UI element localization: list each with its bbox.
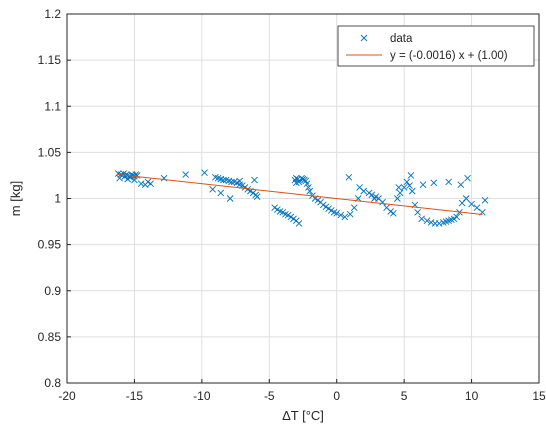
- data-point: [396, 189, 404, 197]
- data-point: [253, 193, 261, 200]
- x-tick-label: -20: [58, 389, 76, 403]
- y-tick-label: 0.85: [38, 330, 62, 344]
- plot-frame: [66, 13, 540, 384]
- data-point: [295, 220, 303, 227]
- y-tick-label: 1.15: [38, 53, 62, 67]
- data-point: [445, 178, 452, 186]
- x-tick-label: 15: [532, 389, 546, 403]
- y-tick-label: 1.05: [38, 145, 62, 159]
- x-tick-label: 5: [401, 389, 408, 403]
- data-point: [133, 172, 141, 179]
- data-point: [303, 180, 311, 188]
- data-point: [346, 210, 354, 218]
- legend-label-fit: y = (-0.0016) x + (1.00): [390, 50, 508, 62]
- data-point: [400, 184, 408, 191]
- data-point: [418, 215, 425, 223]
- x-tick-label: 10: [465, 389, 479, 403]
- data-point: [462, 195, 470, 202]
- data-point: [453, 213, 461, 221]
- legend-marker-data: [360, 34, 368, 42]
- data-point: [226, 195, 234, 202]
- data-point: [345, 173, 353, 181]
- legend-label-data: data: [390, 33, 413, 45]
- data-point: [427, 219, 435, 226]
- data-point: [457, 181, 465, 188]
- data-point: [147, 180, 154, 188]
- data-point: [228, 178, 235, 186]
- data-point: [481, 197, 489, 204]
- data-point: [473, 204, 481, 212]
- x-axis-label: ΔT [°C]: [282, 408, 324, 423]
- data-point: [251, 176, 258, 184]
- data-marks: [114, 169, 489, 227]
- data-point: [116, 174, 123, 182]
- data-point: [236, 177, 243, 185]
- data-point: [395, 184, 403, 191]
- data-point: [430, 179, 438, 187]
- axis-ticks: -20 -15 -10 -5 0 5 10 15 0.8 0.85 0.9 0.95 1 1.05 1.1 1…: [38, 7, 546, 403]
- y-axis-label: m [kg]: [8, 181, 23, 216]
- x-tick-label: 0: [333, 389, 340, 403]
- data-point: [403, 178, 411, 186]
- data-point: [350, 204, 358, 212]
- y-tick-label: 0.95: [38, 238, 62, 252]
- data-point: [368, 191, 376, 199]
- y-tick-label: 0.8: [44, 376, 61, 390]
- data-point: [435, 220, 443, 227]
- y-tick-label: 0.9: [44, 284, 61, 298]
- y-tick-label: 1: [54, 192, 61, 206]
- data-point: [292, 179, 300, 187]
- data-point: [209, 185, 216, 193]
- legend: data y = (-0.0016) x + (1.00): [337, 25, 535, 67]
- data-point: [137, 180, 145, 188]
- data-point: [407, 172, 415, 179]
- x-tick-label: -5: [264, 389, 275, 403]
- y-tick-label: 1.2: [44, 7, 61, 21]
- data-point: [333, 209, 341, 217]
- data-point: [414, 209, 421, 216]
- data-point: [124, 175, 132, 183]
- data-point: [337, 211, 345, 219]
- legend-box: [337, 25, 535, 67]
- data-point: [131, 176, 138, 184]
- data-point: [408, 187, 416, 195]
- data-point: [371, 195, 378, 202]
- data-point: [341, 213, 349, 221]
- data-point: [419, 181, 427, 188]
- fit-line: [116, 173, 483, 215]
- y-tick-label: 1.1: [44, 99, 61, 113]
- data-point: [305, 184, 312, 191]
- data-point: [182, 171, 189, 178]
- data-point: [220, 176, 227, 184]
- data-point: [394, 195, 401, 202]
- x-tick-label: -15: [126, 389, 144, 403]
- data-point: [390, 209, 397, 217]
- data-point: [464, 174, 471, 182]
- legend-marker-x: [360, 34, 368, 42]
- data-point: [468, 200, 475, 208]
- x-tick-label: -10: [193, 389, 211, 403]
- data-point: [356, 184, 363, 191]
- data-point: [306, 187, 314, 195]
- grid-lines: [67, 14, 539, 383]
- data-point: [201, 169, 208, 176]
- data-point: [217, 189, 225, 197]
- data-point: [423, 217, 431, 224]
- data-point: [406, 182, 413, 189]
